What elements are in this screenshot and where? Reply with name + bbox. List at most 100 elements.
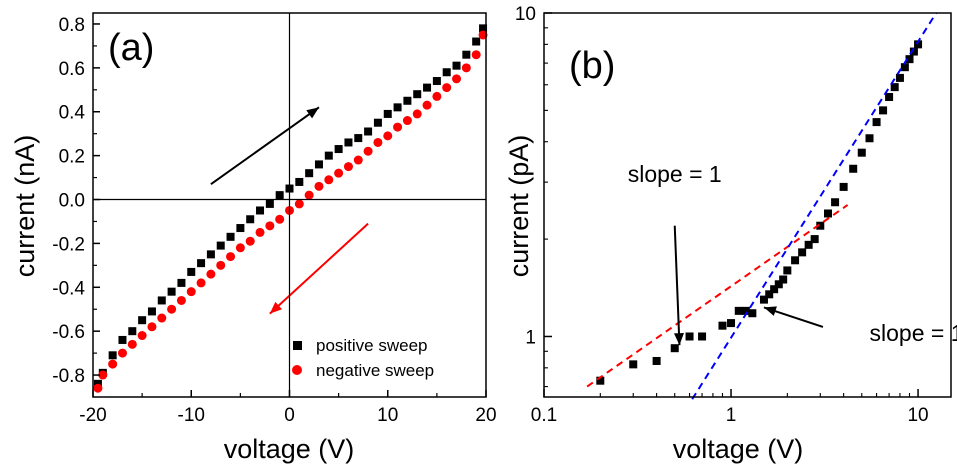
- panel-b-point: [765, 290, 774, 299]
- panel-b-annotation-text-1: slope = 1: [628, 161, 722, 187]
- panel-a-point-positive-sweep: [479, 24, 488, 33]
- panel-a-point-negative-sweep: [393, 122, 403, 132]
- panel-b-point: [885, 92, 894, 101]
- panel-a-point-positive-sweep: [442, 68, 451, 77]
- panel-b-y-tick-label: 10: [515, 4, 536, 25]
- panel-a: (a) -20 -10 0 10 20 -0.8 -0.6 -0.4 -0.2 0.0 0.2 0.4…: [10, 12, 497, 464]
- panel-a-point-positive-sweep: [108, 351, 117, 360]
- panel-b-point: [718, 321, 727, 330]
- panel-a-point-negative-sweep: [452, 74, 462, 84]
- panel-a-y-tick-label: 0.6: [59, 59, 85, 80]
- panel-b-point: [816, 221, 825, 230]
- panel-b-point: [839, 182, 848, 191]
- panel-b-label: (b): [569, 45, 615, 87]
- panel-a-point-negative-sweep: [176, 295, 186, 305]
- panel-a-point-positive-sweep: [167, 287, 176, 296]
- panel-b-point: [890, 83, 899, 92]
- panel-b-point: [810, 235, 819, 244]
- panel-a-point-positive-sweep: [354, 134, 363, 143]
- panel-b-point: [914, 40, 923, 49]
- panel-a-point-negative-sweep: [108, 359, 118, 369]
- panel-a-point-negative-sweep: [314, 181, 324, 191]
- panel-b-y-axis-label: current (pA): [504, 135, 534, 278]
- panel-a-point-positive-sweep: [256, 206, 265, 215]
- panel-a-point-negative-sweep: [334, 168, 344, 178]
- panel-b-point: [804, 240, 813, 249]
- panel-b: (b) slope = 1 slope = 1.5 0.1 1 10 1 10 volta…: [504, 4, 957, 464]
- panel-a-point-negative-sweep: [442, 83, 452, 93]
- panel-a-point-negative-sweep: [432, 91, 442, 101]
- panel-a-point-positive-sweep: [423, 83, 432, 92]
- legend-marker-negative-sweep: [292, 365, 302, 375]
- panel-b-point: [670, 344, 679, 353]
- panel-b-point: [727, 319, 736, 328]
- panel-a-point-negative-sweep: [471, 50, 481, 60]
- panel-a-point-positive-sweep: [128, 327, 137, 336]
- panel-a-point-positive-sweep: [265, 199, 274, 208]
- legend-label-negative-sweep: negative sweep: [316, 361, 434, 380]
- panel-b-point: [879, 106, 888, 115]
- panel-b-point: [734, 306, 743, 315]
- panel-a-y-tick-label: 0.2: [59, 147, 85, 168]
- panel-b-point: [748, 309, 757, 318]
- panel-a-point-positive-sweep: [118, 335, 127, 344]
- panel-a-point-negative-sweep: [304, 190, 314, 200]
- panel-a-point-negative-sweep: [98, 370, 108, 380]
- panel-a-point-negative-sweep: [117, 348, 127, 358]
- panel-b-point: [857, 148, 866, 157]
- panel-a-point-negative-sweep: [157, 313, 167, 323]
- panel-b-point: [698, 332, 707, 341]
- panel-a-point-positive-sweep: [472, 37, 481, 46]
- legend-marker-positive-sweep: [293, 341, 302, 350]
- panel-a-point-negative-sweep: [137, 331, 147, 341]
- panel-a-y-tick-label: 0.8: [59, 15, 85, 36]
- panel-b-y-tick-label: 1: [525, 327, 536, 348]
- panel-b-point: [791, 256, 800, 265]
- panel-b-x-axis-label: voltage (V): [673, 434, 804, 464]
- panel-b-point: [798, 248, 807, 257]
- panel-a-sweep-arrow-1-shaft: [210, 106, 320, 185]
- panel-a-label: (a): [108, 27, 154, 69]
- panel-a-point-positive-sweep: [206, 250, 215, 259]
- panel-a-point-positive-sweep: [157, 296, 166, 305]
- panel-a-point-negative-sweep: [265, 221, 275, 231]
- panel-a-point-positive-sweep: [403, 96, 412, 105]
- panel-b-point: [629, 360, 638, 369]
- panel-a-point-positive-sweep: [187, 267, 196, 276]
- panel-a-point-positive-sweep: [344, 138, 353, 147]
- panel-a-point-negative-sweep: [373, 137, 383, 147]
- panel-a-point-negative-sweep: [226, 252, 236, 262]
- panel-a-point-positive-sweep: [226, 232, 235, 241]
- panel-b-point: [872, 118, 881, 127]
- panel-a-point-negative-sweep: [343, 162, 353, 172]
- panel-a-point-negative-sweep: [93, 383, 103, 393]
- panel-b-point: [779, 275, 788, 284]
- panel-a-axes: -20 -10 0 10 20 -0.8 -0.6 -0.4 -0.2 0.0 0.2 0.4 0.6 0…: [52, 12, 497, 426]
- panel-a-point-negative-sweep: [412, 109, 422, 119]
- panel-a-point-negative-sweep: [206, 269, 216, 279]
- panel-b-point: [905, 55, 914, 64]
- panel-b-point: [759, 295, 768, 304]
- panel-a-y-tick-label: -0.2: [52, 234, 85, 255]
- panel-b-point: [831, 198, 840, 207]
- panel-b-point: [895, 73, 904, 82]
- panel-a-point-negative-sweep: [324, 175, 334, 185]
- panel-a-point-negative-sweep: [275, 214, 285, 224]
- panel-a-point-negative-sweep: [235, 243, 245, 253]
- panel-a-y-tick-label: 0.4: [59, 103, 86, 124]
- panel-b-annotation-text-2: slope = 1.5: [870, 320, 957, 346]
- panel-b-fit-line-1: [586, 204, 849, 388]
- panel-a-point-positive-sweep: [138, 316, 147, 325]
- panel-a-point-positive-sweep: [305, 169, 314, 178]
- panel-a-point-positive-sweep: [432, 77, 441, 86]
- panel-b-point: [865, 134, 874, 143]
- legend-label-positive-sweep: positive sweep: [316, 336, 428, 355]
- panel-a-point-positive-sweep: [314, 160, 323, 169]
- panel-a-point-negative-sweep: [294, 199, 304, 209]
- panel-a-x-tick-label: 10: [377, 405, 398, 426]
- panel-a-point-negative-sweep: [255, 227, 265, 237]
- panel-b-point: [774, 280, 783, 289]
- panel-b-plot-frame: [543, 12, 952, 398]
- panel-a-point-negative-sweep: [461, 63, 471, 73]
